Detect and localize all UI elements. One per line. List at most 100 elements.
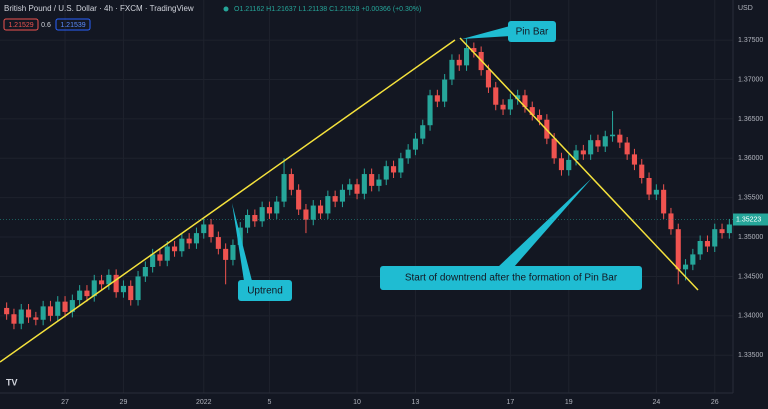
candle-body	[18, 309, 24, 324]
downtrend-pointer	[498, 178, 592, 267]
candle-body	[369, 174, 375, 186]
candle-body	[719, 229, 725, 234]
candle-body	[390, 166, 397, 173]
candle-body	[624, 142, 630, 155]
x-tick-label: 10	[353, 399, 361, 406]
candle-body	[157, 254, 163, 261]
candle-body	[398, 158, 404, 173]
candle-body	[405, 149, 411, 159]
candle-body	[463, 48, 470, 66]
candle-body	[332, 196, 338, 202]
candle-body	[427, 95, 433, 126]
candle-body	[128, 285, 134, 301]
candle-body	[631, 154, 638, 165]
candle-body	[230, 244, 236, 260]
candle-body	[208, 224, 214, 238]
candle-body	[434, 95, 440, 102]
candle-body	[223, 248, 229, 260]
candle-body	[266, 207, 273, 214]
x-tick-label: 29	[120, 399, 128, 406]
candle-body	[580, 150, 586, 155]
candle-body	[726, 224, 732, 234]
buy-box[interactable]	[55, 18, 91, 31]
candle-body	[412, 138, 419, 150]
candle-body	[690, 254, 696, 265]
sell-box[interactable]	[3, 18, 39, 31]
x-tick-label: 13	[412, 399, 420, 406]
x-tick-label: 5	[267, 399, 271, 406]
candle-body	[4, 307, 10, 315]
candle-body	[675, 229, 681, 270]
candle-body	[639, 164, 645, 178]
candle-body	[179, 238, 185, 252]
x-tick-label: 27	[61, 399, 69, 406]
candle-body	[171, 246, 178, 252]
candle-body	[347, 184, 353, 190]
candle-body	[609, 134, 616, 137]
candle-body	[33, 317, 39, 320]
downtrend-callout	[380, 266, 642, 290]
candle-body	[420, 125, 426, 139]
pin-bar-text: Pin Bar	[516, 27, 549, 38]
candle-body	[493, 87, 499, 105]
candle-body	[296, 189, 302, 210]
pin-bar-pointer	[462, 26, 510, 39]
candle-body	[91, 280, 97, 297]
candle-body	[215, 237, 221, 249]
y-tick-label: 1.36500	[738, 116, 763, 123]
candle-body	[84, 290, 90, 297]
candle-body	[186, 238, 192, 244]
candle-body	[281, 174, 287, 202]
candle-body	[55, 301, 61, 316]
x-tick-label: 19	[565, 399, 573, 406]
uptrend-callout	[238, 280, 292, 301]
last-price-box	[733, 213, 768, 226]
candle-body	[135, 276, 141, 301]
candle-body	[456, 59, 462, 66]
candle-body	[712, 229, 718, 247]
candle-body	[507, 99, 513, 110]
candle-body	[113, 274, 119, 293]
candle-body	[339, 189, 346, 202]
candle-body	[252, 215, 258, 222]
candle-body	[588, 140, 594, 155]
x-tick-label: 26	[711, 399, 719, 406]
candle-body	[653, 189, 659, 195]
currency-label: USD	[738, 5, 753, 12]
candle-body	[442, 79, 448, 102]
candle-body	[11, 314, 17, 324]
candle-body	[120, 285, 127, 293]
candle-body	[617, 134, 623, 143]
candle-body	[303, 209, 309, 220]
y-tick-label: 1.35000	[738, 234, 763, 241]
candle-body	[668, 213, 674, 230]
y-tick-label: 1.35500	[738, 195, 763, 202]
candle-body	[325, 196, 331, 214]
candle-body	[274, 201, 280, 214]
candle-body	[354, 184, 360, 194]
status-dot	[223, 6, 229, 12]
candle-body	[536, 114, 543, 120]
sell-price: 1.21529	[8, 22, 33, 29]
candle-body	[259, 207, 265, 222]
candle-body	[69, 300, 75, 312]
candle-body	[376, 179, 382, 186]
candle-body	[62, 301, 68, 312]
candle-body	[602, 136, 608, 147]
downtrend-line	[459, 37, 699, 291]
candle-body	[515, 95, 521, 100]
candle-body	[40, 306, 46, 320]
candle-body	[25, 309, 32, 318]
y-tick-label: 1.37000	[738, 76, 763, 83]
candle-body	[522, 95, 528, 108]
candle-body	[500, 104, 506, 110]
candle-body	[551, 138, 557, 159]
candle-body	[704, 240, 711, 247]
candle-body	[558, 158, 565, 171]
y-tick-label: 1.34500	[738, 273, 763, 280]
candle-body	[150, 254, 156, 267]
y-tick-label: 1.37500	[738, 37, 763, 44]
downtrend-text: Start of downtrend after the formation o…	[405, 273, 618, 284]
candle-body	[98, 280, 105, 285]
